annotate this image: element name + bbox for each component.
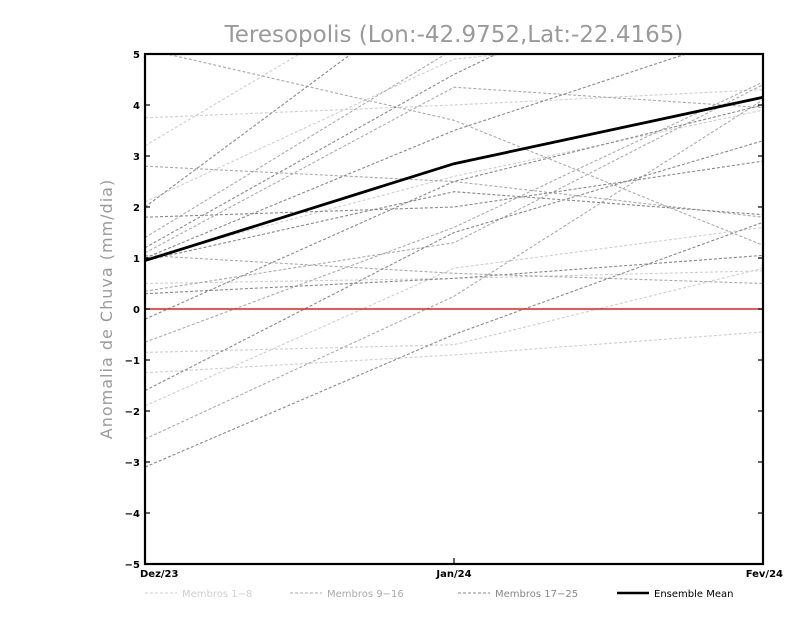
y-tick-label: 2 bbox=[133, 203, 140, 214]
member-series-line bbox=[145, 191, 763, 262]
x-tick-label: Jan/24 bbox=[435, 569, 471, 580]
member-series-line bbox=[145, 104, 763, 320]
y-tick-label: −4 bbox=[125, 509, 140, 520]
member-series-line bbox=[145, 99, 763, 440]
y-axis: −5 −4 −3 −2 −1 0 1 2 3 4 5 bbox=[125, 50, 763, 571]
member-series-line bbox=[145, 86, 763, 254]
y-tick-label: 5 bbox=[133, 50, 140, 61]
member-series-line bbox=[145, 54, 688, 259]
member-series-line bbox=[145, 54, 512, 203]
member-series-line bbox=[145, 54, 447, 239]
legend-label: Ensemble Mean bbox=[654, 589, 733, 600]
y-tick-label: 4 bbox=[133, 101, 140, 112]
legend-label: Membros 17−25 bbox=[495, 589, 578, 600]
member-series-line bbox=[145, 140, 763, 392]
x-tick-label: Dez/23 bbox=[140, 569, 179, 580]
member-series-line bbox=[145, 221, 763, 468]
member-series-line bbox=[145, 89, 763, 119]
x-tick-label: Fev/24 bbox=[746, 569, 783, 580]
member-series-line bbox=[145, 254, 763, 285]
member-series-line bbox=[145, 270, 763, 285]
series-layer bbox=[145, 54, 763, 468]
y-axis-label: Anomalia de Chuva (mm/dia) bbox=[97, 179, 116, 439]
member-series-line bbox=[145, 226, 763, 407]
y-tick-label: −3 bbox=[125, 458, 140, 469]
y-tick-label: 3 bbox=[133, 152, 140, 163]
y-tick-label: −1 bbox=[125, 356, 140, 367]
legend-label: Membros 1−8 bbox=[182, 589, 252, 600]
member-series-line bbox=[145, 81, 763, 343]
y-tick-label: −5 bbox=[125, 560, 140, 571]
member-series-line bbox=[145, 84, 763, 292]
member-series-line bbox=[145, 267, 763, 353]
member-series-line bbox=[145, 160, 763, 218]
legend-label: Membros 9−16 bbox=[327, 589, 404, 600]
ensemble-mean-layer bbox=[145, 95, 763, 262]
y-tick-label: −2 bbox=[125, 407, 140, 418]
y-tick-label: 0 bbox=[133, 305, 140, 316]
chart-title: Teresopolis (Lon:-42.9752,Lat:-22.4165) bbox=[224, 22, 684, 48]
x-axis: Dez/23 Jan/24 Fev/24 bbox=[140, 558, 783, 580]
member-series-line bbox=[145, 109, 763, 259]
member-series-line bbox=[145, 331, 763, 374]
member-series-line bbox=[164, 54, 763, 246]
member-series-line bbox=[145, 165, 763, 218]
legend: Membros 1−8 Membros 9−16 Membros 17−25 Ense… bbox=[145, 589, 733, 600]
member-series-line bbox=[145, 254, 763, 295]
y-tick-label: 1 bbox=[133, 254, 140, 265]
ensemble-mean-line bbox=[145, 95, 763, 262]
